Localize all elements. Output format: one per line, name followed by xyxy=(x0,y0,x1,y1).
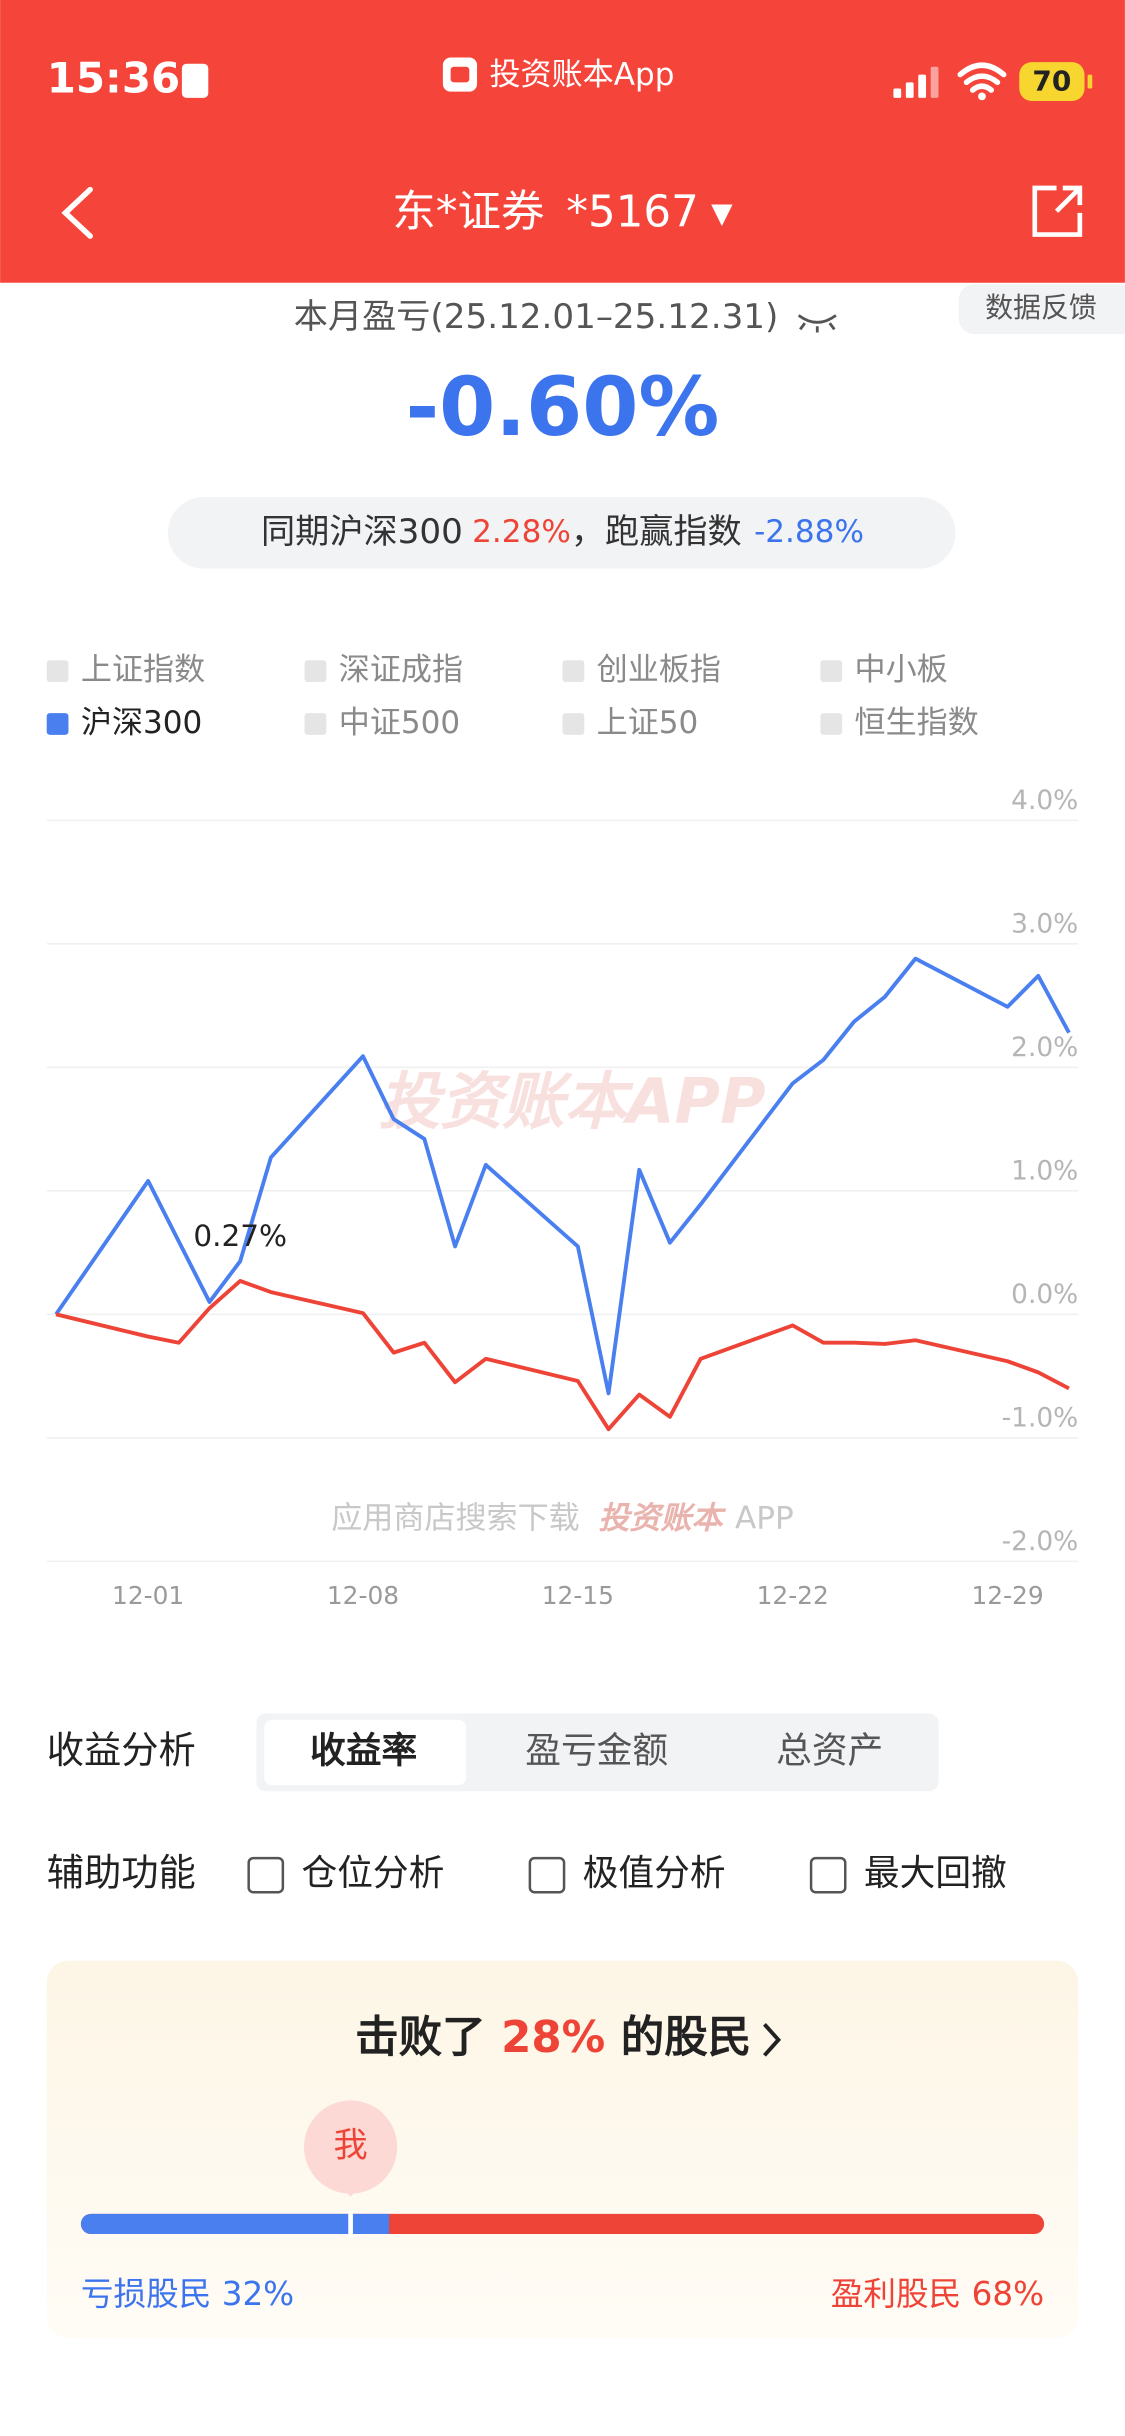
series-line xyxy=(55,1279,1070,1432)
y-tick-label: 2.0% xyxy=(1011,1032,1078,1063)
y-tick-label: -1.0% xyxy=(1002,1403,1079,1434)
feedback-bg[interactable] xyxy=(958,284,1125,335)
me-gap xyxy=(348,2210,353,2238)
benchmark-line: 同期沪深300 2.28%，跑赢指数 -2.88% xyxy=(261,511,864,551)
legend-item[interactable]: 恒生指数 xyxy=(855,705,979,741)
watermark: 投资账本APP xyxy=(378,1065,766,1138)
tab[interactable]: 盈亏金额 xyxy=(525,1730,668,1771)
ranking-title[interactable]: 击败了 28% 的股民 xyxy=(355,2012,751,2062)
ranking-chevron[interactable] xyxy=(763,2023,782,2057)
legend-item[interactable]: 中证500 xyxy=(339,705,460,741)
x-tick-label: 12-29 xyxy=(971,1581,1043,1610)
y-tick-label: 1.0% xyxy=(1011,1156,1078,1187)
x-tick-label: 12-15 xyxy=(542,1581,614,1610)
legend-item[interactable]: 上证50 xyxy=(597,705,699,741)
wifi-dot xyxy=(978,92,986,101)
tab[interactable]: 收益率 xyxy=(310,1730,417,1771)
legend-swatch xyxy=(304,713,327,735)
data-label: 0.27% xyxy=(193,1219,287,1253)
me-label: 我 xyxy=(334,2126,368,2166)
y-tick-label: 0.0% xyxy=(1011,1279,1078,1310)
legend-swatch xyxy=(820,660,843,683)
tab-active-bg xyxy=(264,1719,467,1786)
signal xyxy=(893,66,939,98)
checkbox[interactable] xyxy=(247,1856,285,1894)
beat-value: -2.88% xyxy=(754,514,864,550)
y-tick-label: 3.0% xyxy=(1011,909,1078,940)
y-tick-label: 4.0% xyxy=(1011,785,1078,816)
legend-item[interactable]: 深证成指 xyxy=(339,652,463,688)
legend-swatch xyxy=(46,660,69,683)
header-bg xyxy=(0,0,1125,283)
ranking-prefix: 击败了 xyxy=(355,2012,486,2062)
loss-bar xyxy=(80,2213,390,2235)
legend-swatch xyxy=(304,660,327,683)
legend-swatch xyxy=(820,713,843,735)
battery xyxy=(1019,62,1085,101)
eye-icon[interactable] xyxy=(797,314,837,333)
footer-note-text: 应用商店搜索下载 xyxy=(331,1500,580,1536)
status-icon xyxy=(181,63,209,98)
time: 15:36 xyxy=(47,53,181,102)
battery-level: 70 xyxy=(1032,64,1071,97)
x-tick-label: 12-01 xyxy=(112,1581,184,1610)
tab[interactable]: 总资产 xyxy=(776,1730,883,1771)
dropdown-arrow: ▼ xyxy=(711,196,733,229)
battery-tip xyxy=(1087,74,1093,89)
legend-swatch xyxy=(562,660,585,683)
legend-item[interactable]: 上证指数 xyxy=(81,652,205,688)
profit-label: 盈利股民 68% xyxy=(831,2275,1044,2313)
checkbox[interactable] xyxy=(528,1856,566,1894)
ranking-suffix: 的股民 xyxy=(621,2012,752,2062)
analysis-label: 收益分析 xyxy=(47,1728,196,1772)
legend-item[interactable]: 沪深300 xyxy=(81,705,202,741)
back-button[interactable] xyxy=(61,186,93,239)
checkbox-label[interactable]: 最大回撤 xyxy=(864,1853,1007,1894)
legend-swatch xyxy=(562,713,585,735)
month-return: -0.60% xyxy=(406,361,720,455)
account: *5167 xyxy=(566,187,698,237)
period-label: 本月盈亏(25.12.01–25.12.31) xyxy=(294,297,779,337)
nav-title[interactable]: 东*证券 *5167 ▼ xyxy=(392,187,733,237)
app-name: 投资账本App xyxy=(489,57,674,93)
legend-item[interactable]: 中小板 xyxy=(855,652,948,688)
checkbox-label[interactable]: 极值分析 xyxy=(583,1853,726,1894)
beat-label: ，跑赢指数 xyxy=(571,511,742,551)
legend-swatch xyxy=(46,713,69,735)
y-tick-label: -2.0% xyxy=(1002,1526,1079,1557)
app-icon-inner xyxy=(450,66,470,83)
share-button[interactable] xyxy=(1032,185,1083,237)
ranking-beat: 28% xyxy=(501,2012,605,2062)
benchmark-value: 2.28% xyxy=(472,514,571,550)
checkbox[interactable] xyxy=(809,1856,847,1894)
me-bubble xyxy=(303,2100,398,2194)
tabs: 收益率 盈亏金额 总资产 xyxy=(264,1719,883,1786)
benchmark-pill xyxy=(167,497,956,569)
feedback[interactable]: 数据反馈 xyxy=(985,291,1097,324)
legend-item[interactable]: 创业板指 xyxy=(597,652,721,688)
benchmark-prefix: 同期沪深300 xyxy=(261,511,463,551)
x-tick-label: 12-08 xyxy=(327,1581,399,1610)
broker: 东*证券 xyxy=(392,187,544,237)
wifi xyxy=(957,62,1007,93)
footer-suffix: APP xyxy=(735,1500,794,1536)
footer-brand: 投资账本 xyxy=(598,1500,726,1536)
tools: 仓位分析 极值分析 最大回撤 xyxy=(247,1853,1007,1894)
series-line xyxy=(54,956,1071,1396)
checkbox-label[interactable]: 仓位分析 xyxy=(301,1853,444,1894)
footer-note: 应用商店搜索下载 投资账本 APP xyxy=(331,1500,794,1536)
ranking-card[interactable] xyxy=(46,1960,1079,2339)
loss-label: 亏损股民 32% xyxy=(81,2275,294,2313)
x-tick-label: 12-22 xyxy=(757,1581,829,1610)
tools-label: 辅助功能 xyxy=(47,1851,196,1895)
